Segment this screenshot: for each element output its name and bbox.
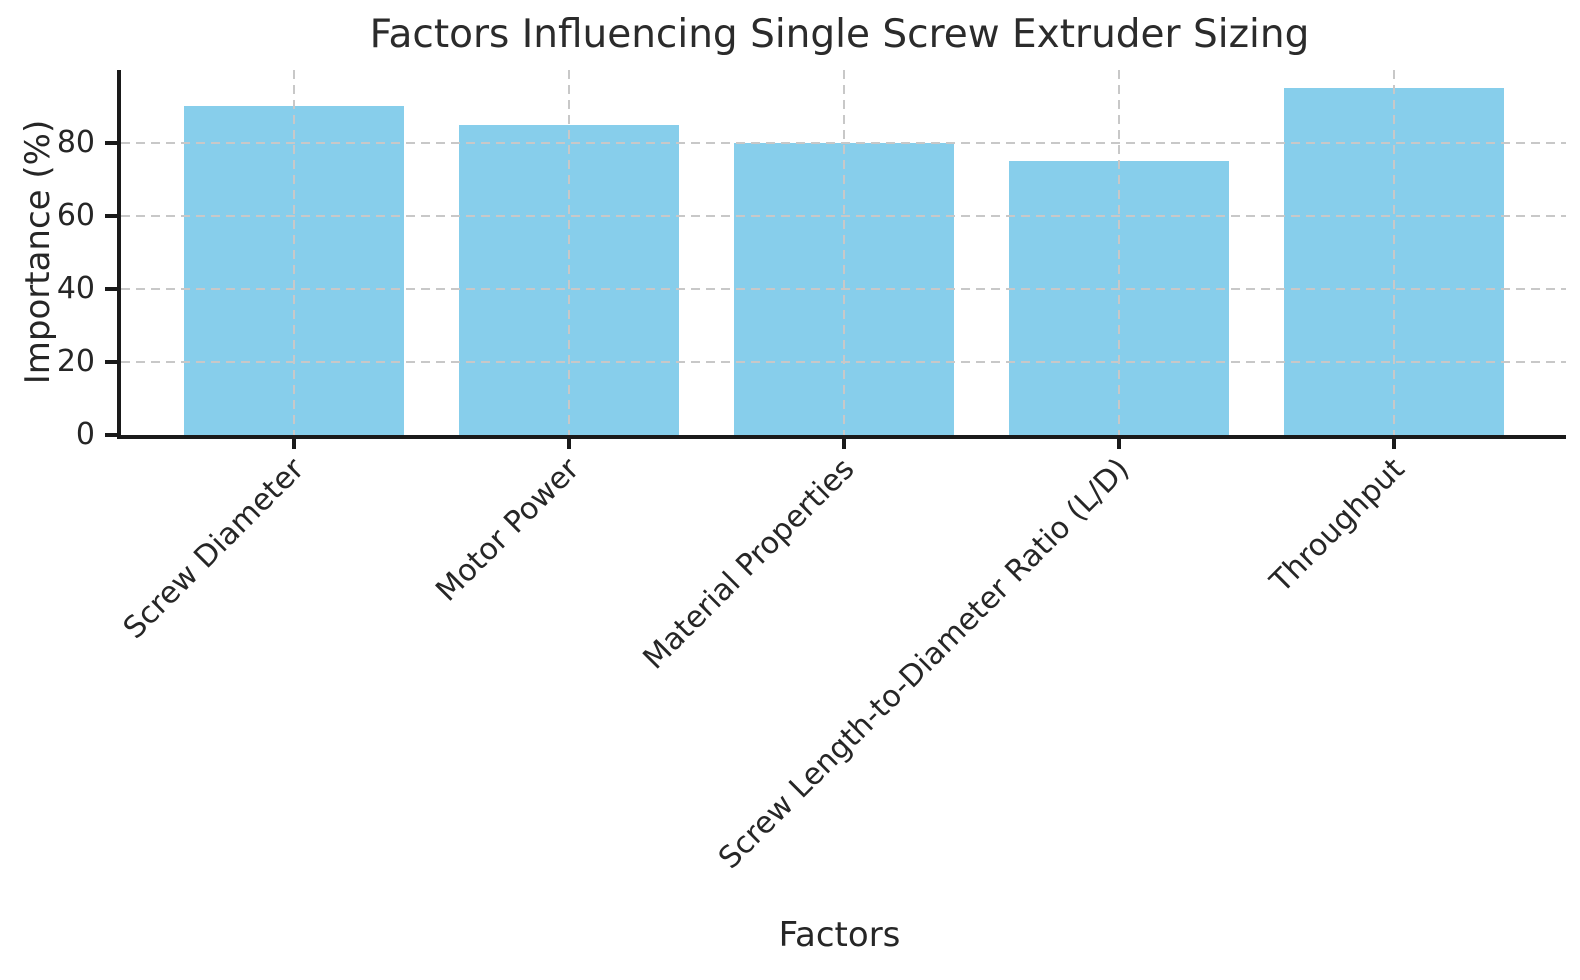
y-tick-label: 80 — [56, 125, 95, 160]
plot-area: 0 20 40 60 80 Screw Diameter Motor Power Materi… — [57, 70, 1566, 876]
x-gridline — [1393, 70, 1395, 435]
x-gridline — [1118, 70, 1120, 435]
x-tick-label: Screw Diameter — [117, 451, 312, 646]
y-tick — [105, 287, 117, 291]
y-tick — [105, 141, 117, 145]
x-tick-label: Throughput — [1263, 451, 1412, 600]
y-tick-label: 20 — [56, 344, 95, 379]
y-tick-label: 40 — [56, 271, 95, 306]
x-tick — [1117, 435, 1121, 449]
x-axis-label: Factors — [778, 915, 901, 955]
y-tick-label: 0 — [75, 417, 95, 452]
x-gridline — [293, 70, 295, 435]
x-tick — [292, 435, 296, 449]
y-axis-label: Importance (%) — [18, 119, 58, 385]
x-tick — [567, 435, 571, 449]
y-tick — [105, 214, 117, 218]
y-tick-label: 60 — [56, 198, 95, 233]
x-gridline — [843, 70, 845, 435]
y-tick — [105, 360, 117, 364]
y-tick — [105, 433, 117, 437]
chart-title: Factors Influencing Single Screw Extrude… — [369, 12, 1310, 57]
x-tick — [1392, 435, 1396, 449]
x-tick-label: Motor Power — [429, 451, 587, 609]
x-gridline — [568, 70, 570, 435]
x-tick — [842, 435, 846, 449]
x-tick-label: Material Properties — [636, 451, 862, 677]
